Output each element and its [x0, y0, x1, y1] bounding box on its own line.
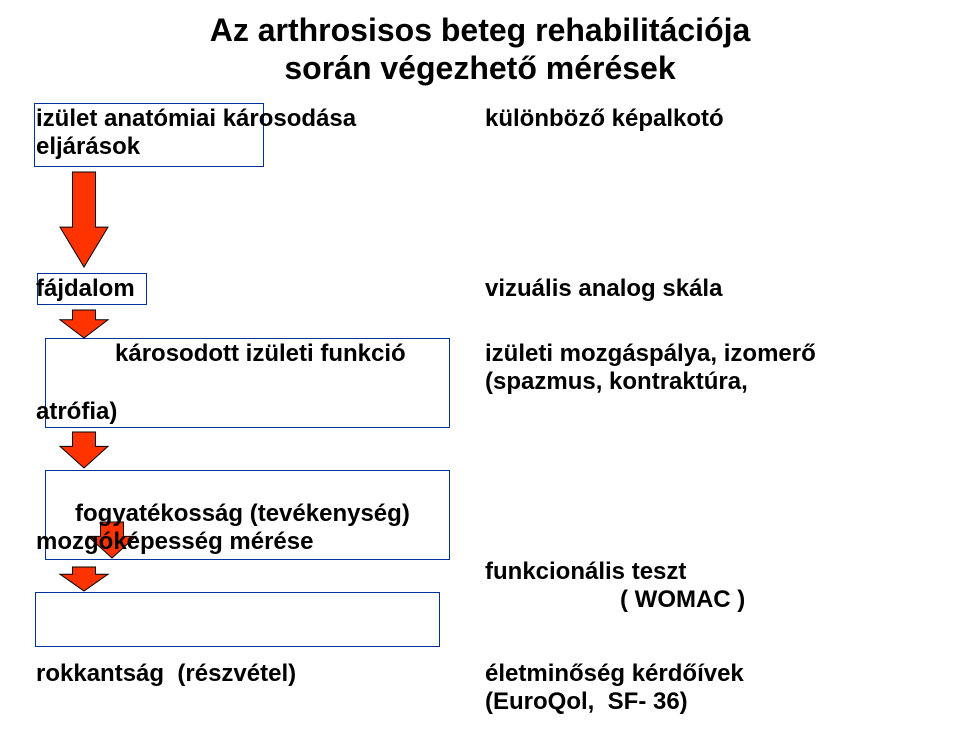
label-karosodott: károsodott izületi funkció	[115, 340, 406, 369]
title-line-2: során végezhető mérések	[0, 50, 960, 87]
label-mozgaspalya: izületi mozgáspálya, izomerő	[485, 340, 816, 369]
arrow-1	[60, 172, 108, 267]
arrow-5	[60, 567, 108, 591]
label-spazmus: (spazmus, kontraktúra,	[485, 368, 748, 397]
label-mozgo: mozgóképesség mérése	[36, 528, 313, 557]
label-vizualis: vizuális analog skála	[485, 275, 722, 304]
label-euroqol: (EuroQol, SF- 36)	[485, 688, 688, 717]
label-kepalkoto: különböző képalkotó	[485, 105, 724, 134]
label-womac: ( WOMAC )	[620, 586, 745, 615]
arrow-2	[60, 310, 108, 338]
label-atrofia: atrófia)	[36, 398, 117, 427]
label-eletminoseg: életminőség kérdőívek	[485, 660, 744, 689]
title-line-1: Az arthrosisos beteg rehabilitációja	[0, 12, 960, 49]
label-rokkantsag: rokkantság (részvétel)	[36, 660, 296, 689]
arrow-3	[60, 432, 108, 468]
label-fogyat: fogyatékosság (tevékenység)	[75, 500, 410, 529]
diagram-canvas: Az arthrosisos beteg rehabilitációja sor…	[0, 0, 960, 743]
box-rokkantsag	[35, 592, 440, 647]
label-anat1: izület anatómiai károsodása	[36, 105, 356, 134]
label-funkcionalis: funkcionális teszt	[485, 558, 686, 587]
label-anat2: eljárások	[36, 133, 140, 162]
label-fajdalom: fájdalom	[36, 275, 135, 304]
